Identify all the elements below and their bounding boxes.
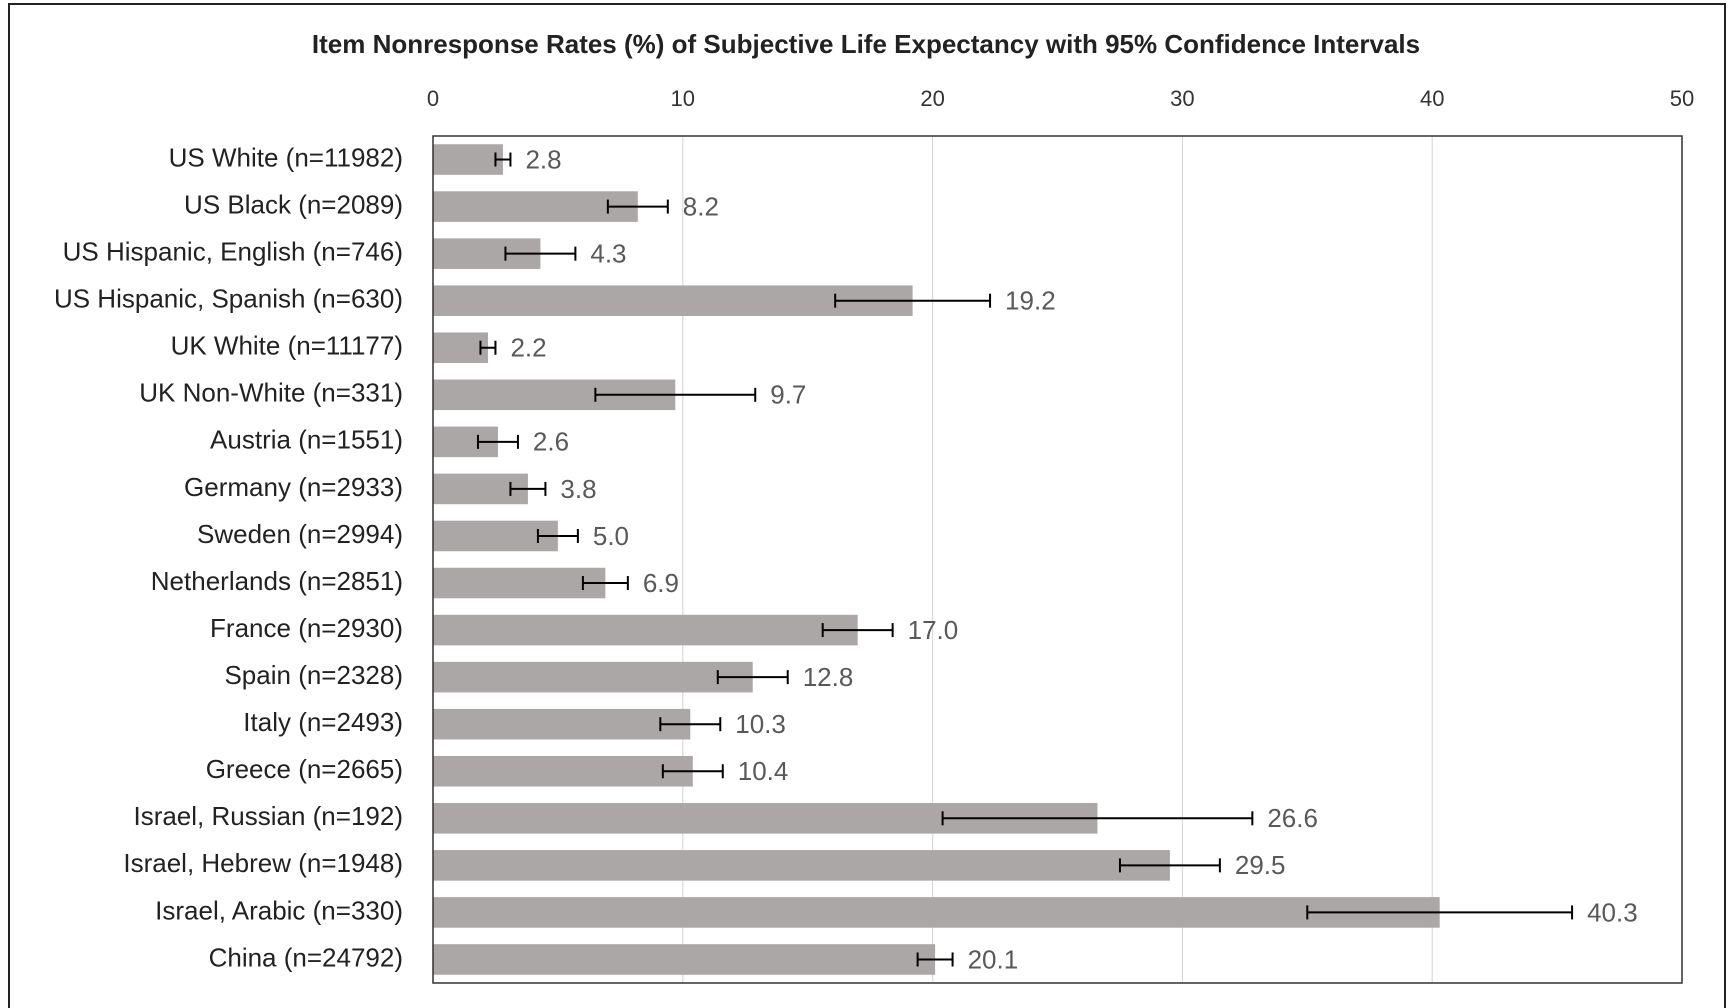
value-label: 8.2 [683, 191, 719, 221]
bar [433, 897, 1440, 928]
error-bar [504, 246, 577, 261]
value-label: 20.1 [968, 944, 1019, 974]
value-label: 26.6 [1267, 803, 1318, 833]
chart-title: Item Nonresponse Rates (%) of Subjective… [312, 29, 1420, 59]
y-tick-label: Netherlands (n=2851) [151, 566, 403, 596]
value-label: 3.8 [560, 474, 596, 504]
y-tick-label: China (n=24792) [209, 942, 403, 972]
error-bar [494, 152, 512, 167]
value-label: 17.0 [908, 615, 959, 645]
x-tick-label: 50 [1670, 86, 1694, 111]
value-label: 29.5 [1235, 850, 1286, 880]
bar [433, 755, 693, 787]
y-tick-label: Greece (n=2665) [206, 754, 403, 784]
error-bar [821, 623, 894, 638]
y-tick-label: Israel, Russian (n=192) [133, 801, 403, 831]
bar [433, 850, 1170, 881]
y-tick-label: US White (n=11982) [169, 142, 403, 172]
y-tick-label: Germany (n=2933) [184, 472, 403, 502]
y-tick-label: US Black (n=2089) [184, 189, 403, 219]
error-bar [1118, 858, 1221, 873]
value-label: 5.0 [593, 521, 629, 551]
value-label: 10.3 [735, 709, 786, 739]
bar [433, 332, 488, 364]
y-tick-label: UK White (n=11177) [171, 331, 403, 361]
bar [433, 944, 936, 975]
error-bar [509, 481, 547, 496]
value-label: 2.2 [510, 333, 546, 363]
value-label: 6.9 [643, 568, 679, 598]
value-label: 19.2 [1005, 286, 1056, 316]
bar [433, 285, 913, 316]
value-label: 2.8 [525, 144, 561, 174]
value-label: 40.3 [1587, 897, 1638, 927]
x-tick-label: 20 [920, 86, 944, 111]
x-tick-label: 10 [671, 86, 695, 111]
bar [433, 567, 606, 599]
x-tick-label: 30 [1170, 86, 1194, 111]
error-bar [479, 340, 497, 355]
y-tick-label: Italy (n=2493) [243, 707, 403, 737]
error-bar [916, 952, 954, 967]
error-bar [834, 293, 992, 308]
y-tick-label: Israel, Hebrew (n=1948) [123, 848, 403, 878]
bar [433, 614, 858, 646]
error-bar [1306, 905, 1574, 920]
y-tick-label: France (n=2930) [210, 613, 403, 643]
value-label: 9.7 [770, 380, 806, 410]
error-bar [536, 528, 579, 543]
value-label: 2.6 [533, 427, 569, 457]
y-tick-label: Sweden (n=2994) [197, 519, 403, 549]
y-tick-label: Spain (n=2328) [224, 660, 403, 690]
y-tick-label: UK Non-White (n=331) [139, 378, 403, 408]
bar [433, 144, 503, 175]
error-bar [659, 717, 722, 732]
bar [433, 708, 691, 740]
error-bar [606, 199, 669, 214]
y-tick-label: Israel, Arabic (n=330) [155, 895, 403, 925]
error-bar [581, 576, 629, 591]
value-label: 4.3 [590, 239, 626, 269]
y-tick-label: US Hispanic, Spanish (n=630) [54, 284, 403, 314]
error-bar [661, 764, 724, 779]
plot-border [432, 135, 1683, 984]
x-tick-label: 40 [1420, 86, 1444, 111]
y-tick-label: US Hispanic, English (n=746) [63, 237, 403, 267]
bar [433, 661, 753, 693]
error-bar [716, 670, 789, 685]
x-tick-label: 0 [427, 86, 439, 111]
y-tick-label: Austria (n=1551) [210, 425, 403, 455]
bar [433, 191, 638, 222]
error-bar [941, 811, 1254, 826]
error-bar [476, 434, 519, 449]
chart-border [8, 3, 1726, 1008]
error-bar [594, 387, 757, 402]
value-label: 12.8 [803, 662, 854, 692]
value-label: 10.4 [738, 756, 789, 786]
